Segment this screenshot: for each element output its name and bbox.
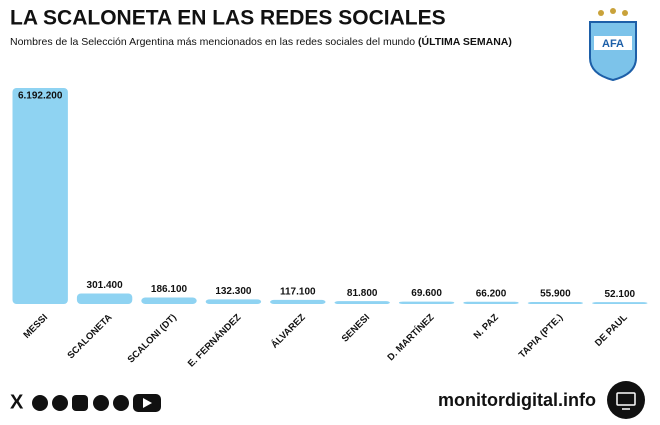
bar bbox=[592, 302, 648, 304]
afa-logo: AFA bbox=[589, 8, 637, 82]
source: monitordigital.info bbox=[438, 390, 596, 410]
bar bbox=[270, 299, 326, 304]
svg-text:X: X bbox=[10, 391, 24, 413]
svg-text:AFA: AFA bbox=[602, 38, 624, 50]
social-icons: X bbox=[10, 391, 161, 413]
value-label: 6.192.200 bbox=[18, 91, 63, 102]
value-label: 69.600 bbox=[411, 288, 442, 299]
monitor-icon bbox=[607, 381, 645, 419]
bar bbox=[205, 299, 262, 304]
bar bbox=[334, 301, 390, 304]
value-label: 52.100 bbox=[605, 289, 636, 300]
bar bbox=[141, 297, 197, 304]
bar bbox=[76, 293, 133, 304]
bar bbox=[527, 302, 584, 304]
chart-subtitle: Nombres de la Selección Argentina más me… bbox=[10, 35, 512, 48]
value-label: 55.900 bbox=[540, 289, 571, 300]
chart-title: LA SCALONETA EN LAS REDES SOCIALES bbox=[10, 7, 446, 30]
subtitle-text: Nombres de la Selección Argentina más me… bbox=[10, 36, 415, 48]
value-label: 186.100 bbox=[151, 284, 188, 295]
value-label: 301.400 bbox=[87, 280, 124, 291]
value-label: 81.800 bbox=[347, 288, 378, 299]
bar bbox=[12, 88, 68, 304]
subtitle-emphasis: (ÚLTIMA SEMANA) bbox=[418, 35, 512, 48]
bar bbox=[463, 301, 519, 304]
value-label: 132.300 bbox=[215, 286, 252, 297]
value-label: 117.100 bbox=[280, 287, 316, 298]
value-label: 66.200 bbox=[476, 288, 507, 299]
bar bbox=[398, 301, 455, 304]
